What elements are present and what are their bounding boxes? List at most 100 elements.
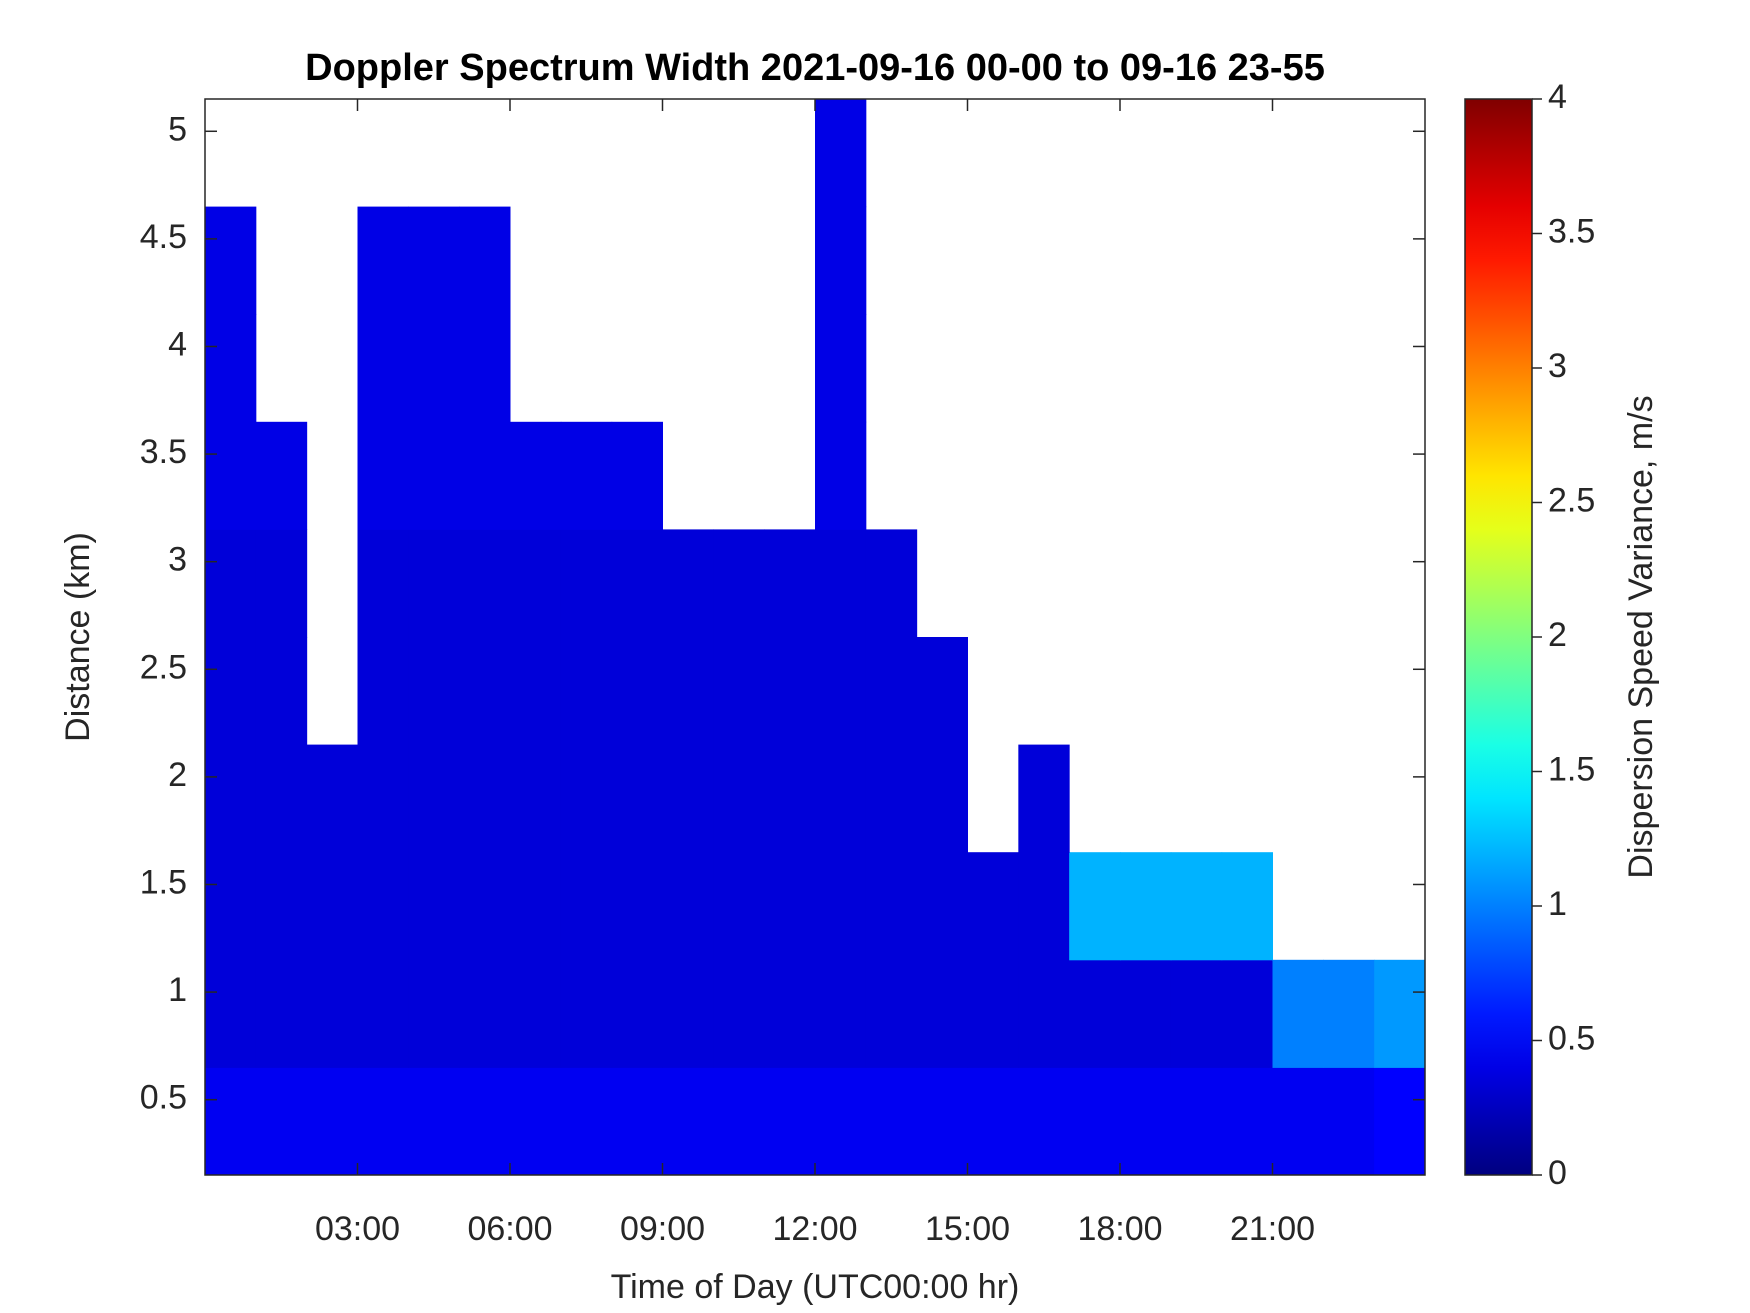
x-tick-label: 21:00	[1230, 1210, 1315, 1248]
heatmap-cell	[1374, 1067, 1426, 1176]
heatmap-cell	[611, 959, 663, 1068]
heatmap-cell	[611, 529, 663, 638]
heatmap-cell	[1221, 852, 1273, 961]
heatmap-cell	[1069, 1067, 1121, 1176]
heatmap-cell	[459, 529, 511, 638]
heatmap-cell	[713, 959, 765, 1068]
heatmap-cell	[255, 852, 308, 961]
heatmap-cell	[1374, 959, 1426, 1068]
heatmap-cell	[764, 959, 816, 1068]
heatmap-cell	[357, 421, 409, 530]
heatmap-cell	[611, 744, 663, 853]
heatmap-cell	[815, 529, 867, 638]
heatmap-cell	[510, 637, 562, 746]
heatmap-cell	[255, 421, 308, 530]
heatmap-cell	[662, 852, 714, 961]
heatmap-cell	[1221, 959, 1273, 1068]
heatmap-cell	[560, 529, 613, 638]
heatmap-cell	[255, 959, 308, 1068]
heatmap-cell	[560, 852, 613, 961]
heatmap-cell	[764, 852, 816, 961]
colorbar-tick-label: 2	[1548, 616, 1567, 654]
heatmap-cell	[1170, 959, 1223, 1068]
heatmap-cell	[662, 744, 714, 853]
heatmap-cell	[815, 637, 867, 746]
heatmap-cell	[916, 637, 968, 746]
colorbar-tick-label: 0	[1548, 1154, 1567, 1192]
heatmap-cell	[815, 959, 867, 1068]
heatmap-cell	[1069, 852, 1121, 961]
heatmap-cell	[1018, 1067, 1070, 1176]
heatmap-cell	[357, 852, 409, 961]
heatmap-cell	[1323, 1067, 1375, 1176]
heatmap-cell	[967, 852, 1019, 961]
colorbar-label: Dispersion Speed Variance, m/s	[1622, 395, 1660, 878]
heatmap-cell	[357, 206, 409, 315]
heatmap-cell	[205, 314, 257, 423]
heatmap-cell	[865, 852, 918, 961]
heatmap-cell	[205, 529, 257, 638]
colorbar-tick-label: 3.5	[1548, 212, 1595, 250]
heatmap-cell	[357, 1067, 409, 1176]
y-tick-label: 3	[168, 541, 187, 579]
heatmap-cell	[967, 1067, 1019, 1176]
heatmap-cell	[815, 314, 867, 423]
colorbar-tick-label: 2.5	[1548, 481, 1595, 519]
y-tick-label: 4.5	[140, 218, 187, 256]
heatmap-cell	[1018, 744, 1070, 853]
heatmap-cell	[764, 529, 816, 638]
heatmap-cell	[205, 744, 257, 853]
heatmap-cell	[815, 1067, 867, 1176]
heatmap-cell	[306, 959, 358, 1068]
heatmap-cell	[357, 529, 409, 638]
heatmap-cell	[916, 959, 968, 1068]
x-tick-label: 03:00	[315, 1210, 400, 1248]
colorbar-tick-label: 4	[1548, 78, 1567, 116]
y-tick-label: 1	[168, 971, 187, 1009]
heatmap-cell	[1069, 959, 1121, 1068]
heatmap-cell	[1120, 1067, 1172, 1176]
heatmap-cell	[408, 637, 460, 746]
heatmap-cell	[560, 421, 613, 530]
y-tick-label: 2	[168, 756, 187, 794]
colorbar-tick-label: 1.5	[1548, 750, 1595, 788]
y-tick-label: 5	[168, 110, 187, 148]
heatmap-cell	[764, 637, 816, 746]
y-axis-label: Distance (km)	[59, 532, 97, 742]
heatmap-cell	[764, 744, 816, 853]
y-tick-label: 3.5	[140, 433, 187, 471]
heatmap-cell	[1120, 959, 1172, 1068]
heatmap-cell	[459, 314, 511, 423]
heatmap-cell	[357, 314, 409, 423]
heatmap-cell	[611, 637, 663, 746]
heatmap-cell	[560, 959, 613, 1068]
heatmap-cell	[1272, 1067, 1324, 1176]
heatmap-cell	[408, 852, 460, 961]
heatmap-cell	[916, 744, 968, 853]
heatmap-cell	[255, 529, 308, 638]
heatmap-cell	[865, 637, 918, 746]
heatmap-cell	[1170, 1067, 1223, 1176]
heatmap-cell	[205, 421, 257, 530]
heatmap-cell	[205, 852, 257, 961]
heatmap-cell	[662, 529, 714, 638]
y-tick-label: 1.5	[140, 863, 187, 901]
heatmap-cell	[408, 529, 460, 638]
heatmap-cell	[815, 852, 867, 961]
colorbar-tick-label: 3	[1548, 347, 1567, 385]
heatmap-cell	[1323, 959, 1375, 1068]
heatmap-cell	[713, 744, 765, 853]
colorbar-tick-label: 0.5	[1548, 1019, 1595, 1057]
heatmap-cell	[916, 1067, 968, 1176]
heatmap-cell	[306, 744, 358, 853]
heatmap-cell	[510, 1067, 562, 1176]
x-tick-label: 09:00	[620, 1210, 705, 1248]
heatmap-cell	[357, 744, 409, 853]
colorbar	[1464, 98, 1533, 1176]
heatmap-cell	[255, 744, 308, 853]
heatmap-cell	[205, 206, 257, 315]
heatmap-cell	[510, 959, 562, 1068]
heatmap-cell	[815, 206, 867, 315]
heatmap-cell	[357, 637, 409, 746]
